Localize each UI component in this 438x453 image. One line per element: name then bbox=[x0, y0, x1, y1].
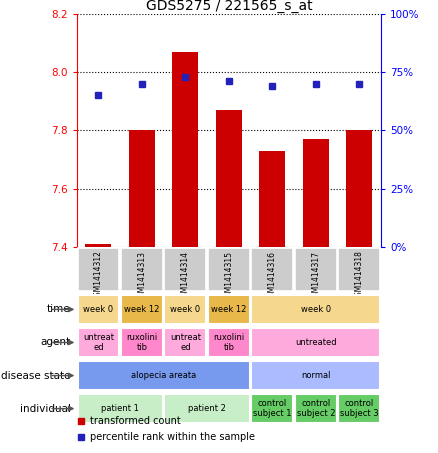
Bar bbox=[78, 248, 119, 291]
Bar bbox=[165, 394, 250, 423]
Bar bbox=[121, 248, 163, 291]
Text: percentile rank within the sample: percentile rank within the sample bbox=[90, 433, 255, 443]
Bar bbox=[121, 295, 163, 323]
Text: patient 2: patient 2 bbox=[188, 404, 226, 413]
Text: week 12: week 12 bbox=[124, 305, 159, 314]
Text: week 0: week 0 bbox=[83, 305, 113, 314]
Text: week 12: week 12 bbox=[211, 305, 247, 314]
Text: patient 1: patient 1 bbox=[101, 404, 139, 413]
Text: GSM1414314: GSM1414314 bbox=[181, 251, 190, 302]
Bar bbox=[251, 248, 293, 291]
Bar bbox=[295, 248, 337, 291]
Text: normal: normal bbox=[301, 371, 331, 380]
Bar bbox=[303, 139, 329, 247]
Bar bbox=[251, 361, 380, 390]
Text: transformed count: transformed count bbox=[90, 416, 181, 426]
Text: GSM1414313: GSM1414313 bbox=[138, 251, 146, 302]
Text: GSM1414316: GSM1414316 bbox=[268, 251, 277, 302]
Bar bbox=[251, 394, 293, 423]
Bar bbox=[78, 361, 250, 390]
Bar bbox=[78, 394, 163, 423]
Text: week 0: week 0 bbox=[170, 305, 201, 314]
Bar bbox=[78, 328, 119, 357]
Text: GSM1414318: GSM1414318 bbox=[355, 251, 364, 301]
Bar bbox=[208, 295, 250, 323]
Bar bbox=[208, 328, 250, 357]
Text: control
subject 3: control subject 3 bbox=[340, 399, 378, 418]
Bar bbox=[339, 248, 380, 291]
Bar bbox=[208, 248, 250, 291]
Text: individual: individual bbox=[20, 404, 71, 414]
Bar bbox=[339, 394, 380, 423]
Text: ruxolini
tib: ruxolini tib bbox=[213, 333, 244, 352]
Text: GSM1414315: GSM1414315 bbox=[224, 251, 233, 302]
Text: GSM1414317: GSM1414317 bbox=[311, 251, 320, 302]
Text: disease state: disease state bbox=[1, 371, 71, 381]
Bar bbox=[295, 394, 337, 423]
Bar bbox=[259, 151, 286, 247]
Text: time: time bbox=[47, 304, 71, 314]
Text: untreated: untreated bbox=[295, 338, 337, 347]
Text: control
subject 2: control subject 2 bbox=[297, 399, 335, 418]
Bar bbox=[85, 244, 111, 247]
Bar bbox=[346, 130, 372, 247]
Text: agent: agent bbox=[40, 337, 71, 347]
Text: ruxolini
tib: ruxolini tib bbox=[126, 333, 158, 352]
Bar bbox=[165, 295, 206, 323]
Text: untreat
ed: untreat ed bbox=[83, 333, 114, 352]
Text: untreat
ed: untreat ed bbox=[170, 333, 201, 352]
Bar bbox=[172, 52, 198, 247]
Bar bbox=[121, 328, 163, 357]
Bar bbox=[216, 110, 242, 247]
Text: alopecia areata: alopecia areata bbox=[131, 371, 196, 380]
Bar bbox=[165, 248, 206, 291]
Title: GDS5275 / 221565_s_at: GDS5275 / 221565_s_at bbox=[145, 0, 312, 13]
Text: GSM1414312: GSM1414312 bbox=[94, 251, 103, 301]
Bar bbox=[165, 328, 206, 357]
Bar bbox=[251, 328, 380, 357]
Bar bbox=[129, 130, 155, 247]
Text: control
subject 1: control subject 1 bbox=[253, 399, 292, 418]
Text: week 0: week 0 bbox=[301, 305, 331, 314]
Bar bbox=[78, 295, 119, 323]
Bar bbox=[251, 295, 380, 323]
